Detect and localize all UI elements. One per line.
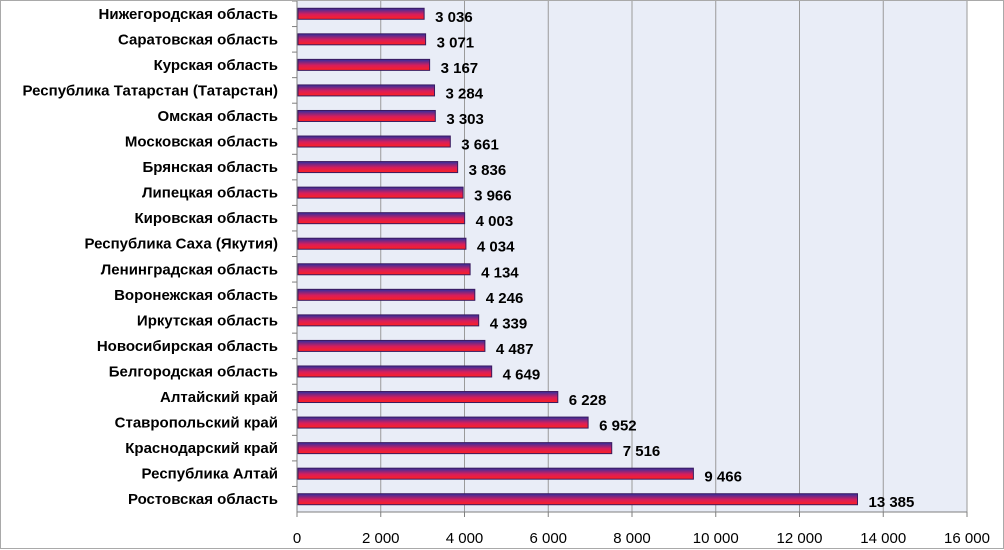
bar <box>297 493 858 506</box>
category-label: Ростовская область <box>128 491 278 508</box>
category-labels: Нижегородская область Саратовская область… <box>23 6 278 508</box>
value-labels: 3 036 3 071 3 167 3 284 3 303 3 661 3 836 3 966… <box>435 9 914 511</box>
x-tick-label: 0 <box>293 530 301 547</box>
category-label: Республика Татарстан (Татарстан) <box>23 82 278 99</box>
category-label: Ставропольский край <box>115 415 278 432</box>
value-label: 3 284 <box>446 85 484 102</box>
value-label: 4 487 <box>496 341 534 358</box>
bar <box>297 365 493 378</box>
category-label: Новосибирская область <box>97 338 278 355</box>
bar <box>297 288 476 301</box>
bar <box>297 416 589 429</box>
category-label: Краснодарский край <box>125 440 278 457</box>
value-label: 3 836 <box>469 162 507 179</box>
value-label: 4 246 <box>486 290 524 307</box>
category-label: Саратовская область <box>118 31 278 48</box>
category-label: Нижегородская область <box>99 6 278 23</box>
category-label: Белгородская область <box>109 363 278 380</box>
category-label: Кировская область <box>135 210 279 227</box>
bar <box>297 33 427 46</box>
value-label: 4 003 <box>476 213 514 230</box>
bar <box>297 84 436 97</box>
bar <box>297 263 471 276</box>
value-label: 4 339 <box>490 315 528 332</box>
bars <box>297 7 858 506</box>
value-label: 3 071 <box>437 34 475 51</box>
axes <box>292 1 967 513</box>
category-label: Липецкая область <box>142 185 278 202</box>
value-label: 6 952 <box>599 418 637 435</box>
gridlines <box>296 1 968 517</box>
value-label: 3 966 <box>474 188 512 205</box>
category-label: Иркутская область <box>137 312 278 329</box>
bar <box>297 237 467 250</box>
value-label: 3 036 <box>435 9 473 26</box>
category-label: Курская область <box>154 57 278 74</box>
value-label: 3 167 <box>441 60 479 77</box>
bar <box>297 467 694 480</box>
value-label: 3 661 <box>461 137 499 154</box>
x-tick-label: 16 000 <box>944 530 990 547</box>
bar <box>297 58 431 71</box>
value-label: 3 303 <box>446 111 484 128</box>
bar <box>297 186 464 199</box>
bar <box>297 391 559 404</box>
value-label: 7 516 <box>623 443 661 460</box>
x-tick-label: 2 000 <box>362 530 400 547</box>
x-tick-label: 4 000 <box>446 530 484 547</box>
category-label: Омская область <box>157 108 278 125</box>
value-label: 6 228 <box>569 392 607 409</box>
category-label: Воронежская область <box>114 287 278 304</box>
bar <box>297 7 425 20</box>
bar <box>297 339 486 352</box>
x-tick-label: 10 000 <box>693 530 739 547</box>
value-label: 4 649 <box>503 366 541 383</box>
category-label: Алтайский край <box>160 389 278 406</box>
value-label: 13 385 <box>868 494 914 511</box>
bar <box>297 212 466 225</box>
x-tick-label: 14 000 <box>860 530 906 547</box>
bar <box>297 442 613 455</box>
category-label: Республика Саха (Якутия) <box>84 236 278 253</box>
bar <box>297 161 459 174</box>
x-tick-labels: 0 2 000 4 000 6 000 8 000 10 000 12 000 14 000 1… <box>293 530 990 547</box>
category-label: Республика Алтай <box>142 466 278 483</box>
category-label: Ленинградская область <box>101 261 278 278</box>
bar <box>297 135 451 148</box>
category-label: Брянская область <box>142 159 278 176</box>
x-tick-label: 12 000 <box>777 530 823 547</box>
bar <box>297 109 436 122</box>
category-label: Московская область <box>125 134 278 151</box>
bar <box>297 314 480 327</box>
value-label: 4 034 <box>477 239 515 256</box>
x-tick-label: 6 000 <box>529 530 567 547</box>
value-label: 9 466 <box>704 469 742 486</box>
value-label: 4 134 <box>481 264 519 281</box>
x-tick-label: 8 000 <box>613 530 651 547</box>
